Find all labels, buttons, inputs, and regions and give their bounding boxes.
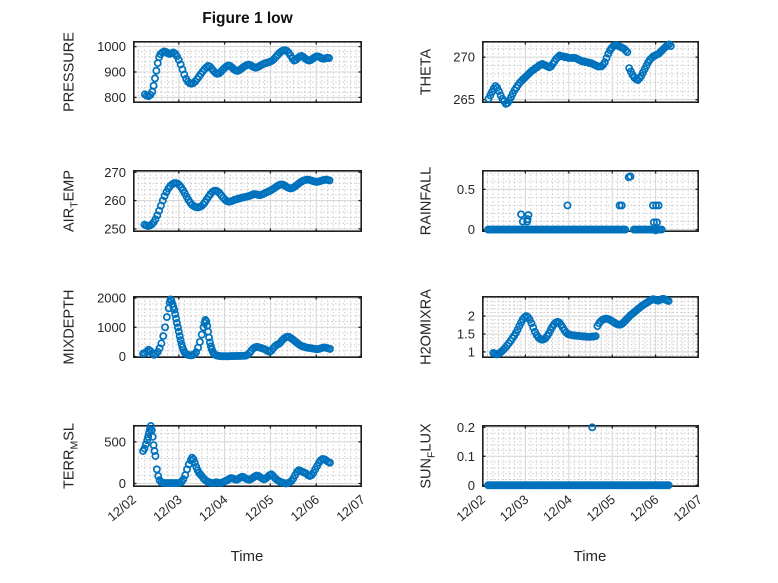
svg-text:1000: 1000	[97, 320, 126, 335]
svg-text:900: 900	[104, 65, 126, 80]
ylabel-text: THETA	[418, 48, 435, 96]
subplot-rainfall: 0 0.5	[457, 170, 699, 237]
svg-text:0: 0	[119, 476, 126, 491]
ylabel-theta: THETA	[419, 49, 438, 95]
svg-text:270: 270	[104, 165, 126, 180]
figure-title: Figure 1 low	[202, 10, 293, 27]
ylabel-pressure: PRESSURE	[62, 32, 81, 112]
ylabel-sun-flux: SUNFLUX	[419, 423, 438, 488]
ylabel-text: RAINFALL	[418, 166, 435, 236]
subplot-theta: 265 270	[453, 40, 699, 108]
svg-text:12/03: 12/03	[497, 492, 532, 524]
ylabel-rainfall: RAINFALL	[419, 167, 438, 236]
svg-text:2: 2	[468, 309, 475, 324]
svg-text:0: 0	[468, 222, 475, 237]
ylabel-text: MIXDEPTH	[61, 289, 78, 365]
ylabel-text: LUX	[418, 423, 435, 452]
svg-text:12/06: 12/06	[288, 492, 323, 524]
svg-text:12/06: 12/06	[627, 492, 662, 524]
svg-text:12/07: 12/07	[333, 492, 368, 524]
svg-text:800: 800	[104, 90, 126, 105]
ylabel-subscript: M	[68, 440, 81, 450]
subplot-air-temp: 250 260 270	[104, 165, 362, 236]
ylabel-subscript: F	[425, 451, 438, 459]
svg-text:12/02: 12/02	[104, 492, 139, 524]
x-axis-label-right: Time	[573, 548, 607, 565]
svg-text:2000: 2000	[97, 291, 126, 306]
ylabel-h2omixra: H2OMIXRA	[419, 289, 438, 365]
svg-text:12/05: 12/05	[242, 492, 277, 524]
svg-text:12/04: 12/04	[540, 492, 575, 524]
svg-text:1: 1	[468, 344, 475, 359]
svg-text:270: 270	[453, 50, 475, 65]
svg-text:0: 0	[468, 478, 475, 493]
ylabel-text: PRESSURE	[61, 32, 78, 112]
ylabel-text: SUN	[418, 458, 435, 489]
subplot-sun-flux: 0 0.1 0.2 12/02 12/03 12/04 12/05 12/06 12/07	[453, 420, 705, 524]
ylabel-text: EMP	[61, 169, 78, 202]
svg-text:12/05: 12/05	[584, 492, 619, 524]
svg-text:1.5: 1.5	[457, 326, 475, 341]
ylabel-text: SL	[61, 423, 78, 441]
svg-text:0: 0	[119, 349, 126, 364]
svg-text:12/02: 12/02	[453, 492, 488, 524]
svg-text:500: 500	[104, 434, 126, 449]
ylabel-air-temp: AIRTEMP	[62, 170, 81, 232]
svg-text:250: 250	[104, 221, 126, 236]
svg-text:265: 265	[453, 92, 475, 107]
subplot-mixdepth: 0 1000 2000	[97, 291, 362, 364]
svg-text:0.1: 0.1	[457, 449, 475, 464]
ylabel-terr-msl: TERRMSL	[62, 423, 81, 489]
svg-text:12/07: 12/07	[670, 492, 705, 524]
ylabel-mixdepth: MIXDEPTH	[62, 290, 81, 365]
ylabel-text: TERR	[61, 449, 78, 489]
ylabel-subscript: T	[68, 201, 81, 208]
subplot-pressure: 800 900 1000	[97, 39, 362, 105]
svg-text:12/03: 12/03	[150, 492, 185, 524]
svg-text:0.5: 0.5	[457, 182, 475, 197]
svg-text:0.2: 0.2	[457, 420, 475, 435]
svg-text:260: 260	[104, 193, 126, 208]
svg-text:1000: 1000	[97, 39, 126, 54]
subplot-h2omixra: 1 1.5 2	[457, 294, 699, 359]
x-axis-label-left: Time	[230, 548, 264, 565]
ylabel-text: AIR	[61, 207, 78, 233]
ylabel-text: H2OMIXRA	[418, 289, 435, 365]
subplot-terr-msl: 0 500 12/02 12/03 12/04 12/05 12/06 12/07	[104, 422, 368, 524]
svg-text:12/04: 12/04	[196, 492, 231, 524]
